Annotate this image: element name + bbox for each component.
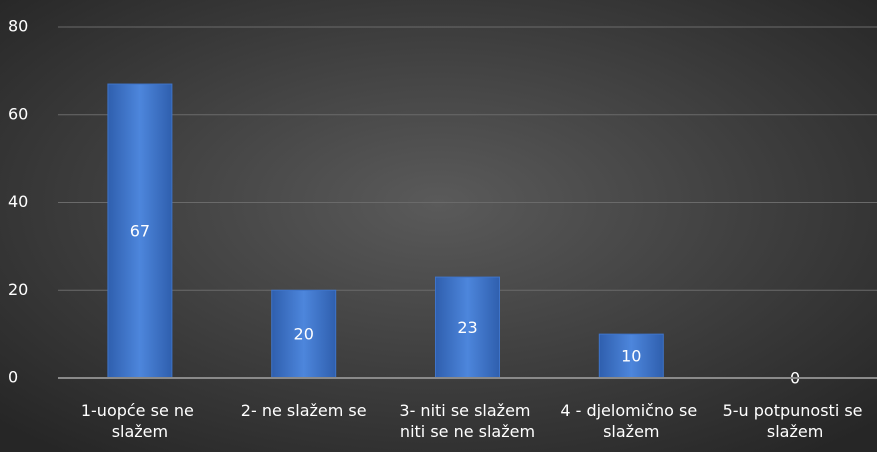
- bar: [271, 289, 337, 379]
- x-tick-label: 3- niti se slažem niti se ne slažem: [399, 401, 535, 441]
- bar: [107, 83, 173, 379]
- x-tick-label: 1-uopće se ne slažem: [81, 401, 199, 441]
- y-tick-label: 0: [8, 368, 18, 387]
- bar: [435, 276, 500, 379]
- data-label: 67: [130, 222, 150, 241]
- y-tick-label: 40: [8, 192, 28, 211]
- y-tick-label: 80: [8, 17, 28, 36]
- data-label: 23: [457, 318, 477, 337]
- x-tick-label: 2- ne slažem se: [241, 401, 367, 420]
- y-tick-label: 20: [8, 280, 28, 299]
- x-tick-label: 5-u potpunosti se slažem: [723, 401, 868, 441]
- bar: [598, 333, 664, 379]
- y-tick-label: 60: [8, 104, 28, 123]
- x-tick-label: 4 - djelomično se slažem: [560, 401, 702, 441]
- data-label: 20: [294, 325, 314, 344]
- data-label: 10: [621, 347, 641, 366]
